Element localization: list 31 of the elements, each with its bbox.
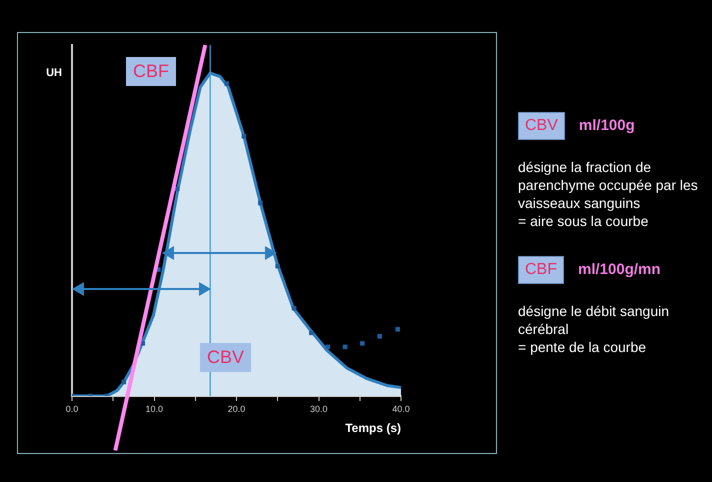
text: = pente de la courbe: [518, 338, 648, 356]
point: [342, 344, 348, 350]
point: [258, 200, 263, 206]
point: [140, 341, 146, 346]
x-tick-label: 10.0: [145, 404, 164, 414]
point: [360, 341, 365, 346]
text: CBV: [518, 112, 565, 140]
x-tick-label: 30.0: [310, 404, 328, 414]
text: = aire sous la courbe: [518, 212, 650, 230]
point: [326, 344, 330, 350]
point: [275, 264, 280, 268]
point: [224, 81, 229, 86]
annotation: CBV: [200, 343, 252, 372]
x-tick-label: 40.0: [392, 404, 410, 414]
point: [122, 380, 126, 384]
point: [377, 334, 382, 339]
x-axis-title: Temps (s): [345, 421, 401, 436]
annotation: CBF: [126, 57, 176, 86]
text: désigne le débit sanguin cérébral: [518, 302, 670, 338]
point: [175, 186, 180, 192]
y-axis-title: UH: [46, 67, 62, 80]
x-tick-label: 20.0: [228, 404, 246, 414]
point: [242, 134, 246, 139]
x-tick-label: 0.0: [66, 404, 78, 414]
point: [395, 327, 400, 332]
point: [309, 330, 314, 336]
point: [292, 306, 296, 311]
text: ml/100g/mn: [578, 261, 661, 279]
text: désigne la fraction de parenchyme occupée par les vaisseaux sanguins: [518, 158, 699, 212]
text: ml/100g: [578, 117, 635, 135]
text: CBF: [518, 256, 564, 284]
